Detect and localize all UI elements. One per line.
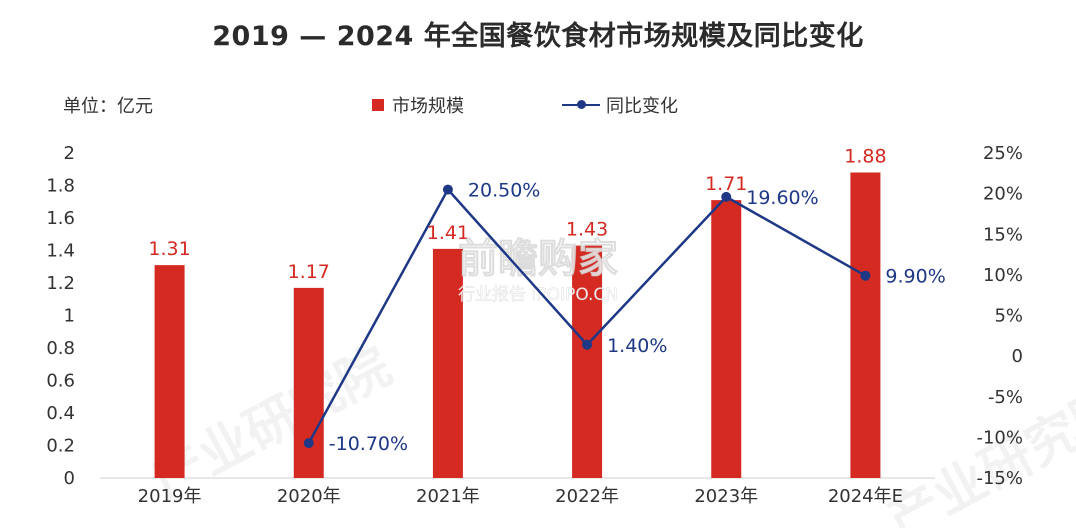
bar	[711, 200, 742, 478]
x-tick-label: 2021年	[416, 486, 480, 507]
y-left-tick-label: 1.4	[46, 241, 75, 262]
y-right-tick-label: 5%	[994, 306, 1023, 327]
legend-line: 同比变化	[562, 92, 678, 118]
watermark-sub: 行业报告 IPOIPO.CN	[458, 285, 618, 305]
x-tick-label: 2019年	[138, 486, 202, 507]
line-value-label: 19.60%	[746, 187, 818, 209]
bar	[293, 287, 324, 478]
watermark-main: 前瞻购家	[458, 236, 618, 282]
bar-value-label: 1.88	[844, 146, 886, 168]
line-value-label: 20.50%	[468, 180, 540, 202]
line-point	[582, 339, 593, 350]
y-right-tick-label: 0	[1012, 346, 1023, 367]
legend-line-label: 同比变化	[606, 96, 678, 117]
bar	[154, 265, 185, 478]
x-tick-label: 2022年	[555, 486, 619, 507]
bar-value-label: 1.31	[148, 238, 190, 260]
y-left-tick-label: 1.8	[46, 176, 75, 197]
unit-label: 单位：亿元	[63, 96, 153, 117]
y-right-tick-label: -5%	[988, 387, 1023, 408]
line-point	[721, 191, 732, 202]
bar-value-label: 1.43	[566, 219, 608, 241]
y-left-tick-label: 0.4	[46, 403, 75, 424]
y-right-tick-label: 15%	[983, 224, 1023, 245]
line-value-label: 9.90%	[885, 266, 945, 288]
legend-line-swatch	[562, 98, 600, 112]
line-value-label: 1.40%	[607, 335, 667, 357]
y-left-tick-label: 0.2	[46, 436, 75, 457]
x-tick-label: 2024年E	[828, 486, 903, 507]
y-right-tick-label: 20%	[983, 184, 1023, 205]
legend-bar-swatch	[372, 99, 384, 111]
bar	[850, 172, 881, 478]
y-left-tick-label: 0.8	[46, 338, 75, 359]
y-right-tick-label: 10%	[983, 265, 1023, 286]
y-left-tick-label: 0	[64, 468, 75, 489]
legend-bar-label: 市场规模	[392, 96, 464, 117]
y-left-tick-label: 0.6	[46, 371, 75, 392]
y-right-tick-label: -10%	[976, 427, 1023, 448]
x-tick-label: 2023年	[694, 486, 758, 507]
bar-value-label: 1.17	[288, 261, 330, 283]
chart-title: 2019 — 2024 年全国餐饮食材市场规模及同比变化	[212, 21, 864, 52]
bar	[572, 245, 603, 478]
y-left-tick-label: 1.2	[46, 273, 75, 294]
x-tick-label: 2020年	[277, 486, 341, 507]
legend-bar: 市场规模	[372, 92, 464, 118]
y-right-tick-label: -15%	[976, 468, 1023, 489]
y-left-tick-label: 2	[64, 143, 75, 164]
line-point	[860, 270, 871, 281]
line-point	[303, 438, 314, 449]
watermark-brand-right: 产业研究院	[878, 376, 1076, 528]
bar-value-label: 1.71	[705, 173, 747, 195]
line-point	[442, 184, 453, 195]
y-left-tick-label: 1	[64, 306, 75, 327]
y-left-tick-label: 1.6	[46, 208, 75, 229]
bar-value-label: 1.41	[427, 222, 469, 244]
line-value-label: -10.70%	[329, 433, 408, 455]
y-right-tick-label: 25%	[983, 143, 1023, 164]
bar	[432, 248, 463, 478]
